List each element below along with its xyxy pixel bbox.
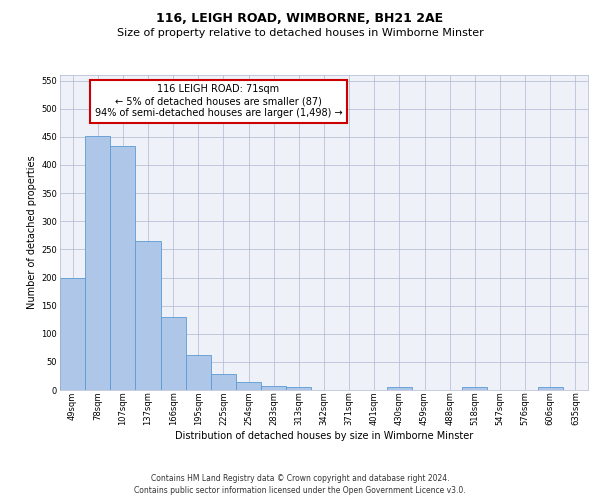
X-axis label: Distribution of detached houses by size in Wimborne Minster: Distribution of detached houses by size …	[175, 431, 473, 441]
Bar	[387, 386, 412, 390]
Bar	[261, 386, 286, 390]
Bar	[85, 136, 110, 390]
Y-axis label: Number of detached properties: Number of detached properties	[27, 156, 37, 310]
Bar	[286, 386, 311, 390]
Text: 116 LEIGH ROAD: 71sqm
← 5% of detached houses are smaller (87)
94% of semi-detac: 116 LEIGH ROAD: 71sqm ← 5% of detached h…	[95, 84, 342, 117]
Text: Contains HM Land Registry data © Crown copyright and database right 2024.
Contai: Contains HM Land Registry data © Crown c…	[134, 474, 466, 495]
Bar	[236, 382, 261, 390]
Bar	[462, 387, 487, 390]
Bar	[538, 387, 563, 390]
Text: Size of property relative to detached houses in Wimborne Minster: Size of property relative to detached ho…	[116, 28, 484, 38]
Text: 116, LEIGH ROAD, WIMBORNE, BH21 2AE: 116, LEIGH ROAD, WIMBORNE, BH21 2AE	[157, 12, 443, 26]
Bar	[60, 278, 85, 390]
Bar	[211, 374, 236, 390]
Bar	[161, 317, 186, 390]
Bar	[136, 241, 161, 390]
Bar	[110, 146, 136, 390]
Bar	[186, 355, 211, 390]
